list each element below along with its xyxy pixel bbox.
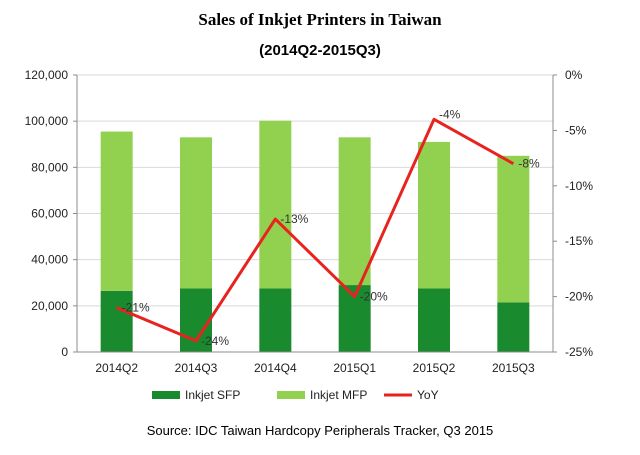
y-left-tick-label: 40,000 [31, 253, 68, 267]
bar-inkjet-sfp [100, 290, 133, 352]
x-tick-label: 2015Q3 [492, 361, 535, 375]
bar-inkjet-mfp [338, 137, 371, 286]
bar-inkjet-mfp [497, 155, 530, 303]
legend: Inkjet SFP Inkjet MFP YoY [152, 388, 439, 402]
bar-inkjet-sfp [418, 288, 450, 352]
bars [100, 120, 530, 352]
bar-inkjet-sfp [497, 302, 530, 352]
x-tick-label: 2015Q1 [333, 361, 376, 375]
legend-label: YoY [417, 388, 439, 402]
axes: 0 20,000 40,000 60,000 80,000 100,000 120,000 -… [25, 68, 594, 375]
x-tick-label: 2014Q3 [175, 361, 218, 375]
bar-inkjet-sfp [259, 288, 292, 352]
y-left-tick-label: 60,000 [31, 207, 68, 221]
y-right-tick-label: 0% [565, 68, 583, 82]
legend-swatch [152, 391, 180, 399]
y-right-tick-label: -20% [565, 290, 593, 304]
y-left-tick-label: 80,000 [31, 160, 68, 174]
y-left-tick-label: 20,000 [31, 299, 68, 313]
x-tick-label: 2014Q2 [95, 361, 138, 375]
x-tick-label: 2014Q4 [254, 361, 297, 375]
chart-title: Sales of Inkjet Printers in Taiwan [198, 10, 442, 29]
y-right-tick-label: -15% [565, 234, 593, 248]
yoy-data-label: -21% [122, 301, 150, 315]
bar-inkjet-mfp [100, 131, 133, 291]
y-right-tick-label: -5% [565, 123, 587, 137]
yoy-data-label: -4% [439, 107, 461, 121]
bar-inkjet-mfp [180, 137, 212, 289]
y-right-tick-label: -25% [565, 345, 593, 359]
yoy-data-label: -24% [201, 334, 229, 348]
chart-subtitle: (2014Q2-2015Q3) [259, 42, 381, 59]
y-left-tick-label: 0 [61, 345, 68, 359]
legend-label: Inkjet SFP [185, 388, 240, 402]
bar-inkjet-mfp [259, 120, 292, 289]
y-left-tick-label: 100,000 [25, 114, 69, 128]
yoy-data-label: -20% [360, 290, 388, 304]
yoy-data-label: -8% [518, 157, 540, 171]
yoy-line: -21% -24% -13% -20% -4% -8% [116, 107, 540, 348]
yoy-line-path [116, 117, 515, 343]
legend-swatch [277, 391, 305, 399]
y-right-tick-label: -10% [565, 179, 593, 193]
x-tick-label: 2015Q2 [413, 361, 456, 375]
legend-label: Inkjet MFP [310, 388, 367, 402]
yoy-data-label: -13% [280, 212, 308, 226]
y-left-tick-label: 120,000 [25, 68, 69, 82]
source-note: Source: IDC Taiwan Hardcopy Peripherals … [146, 423, 494, 438]
bar-inkjet-mfp [418, 141, 450, 289]
